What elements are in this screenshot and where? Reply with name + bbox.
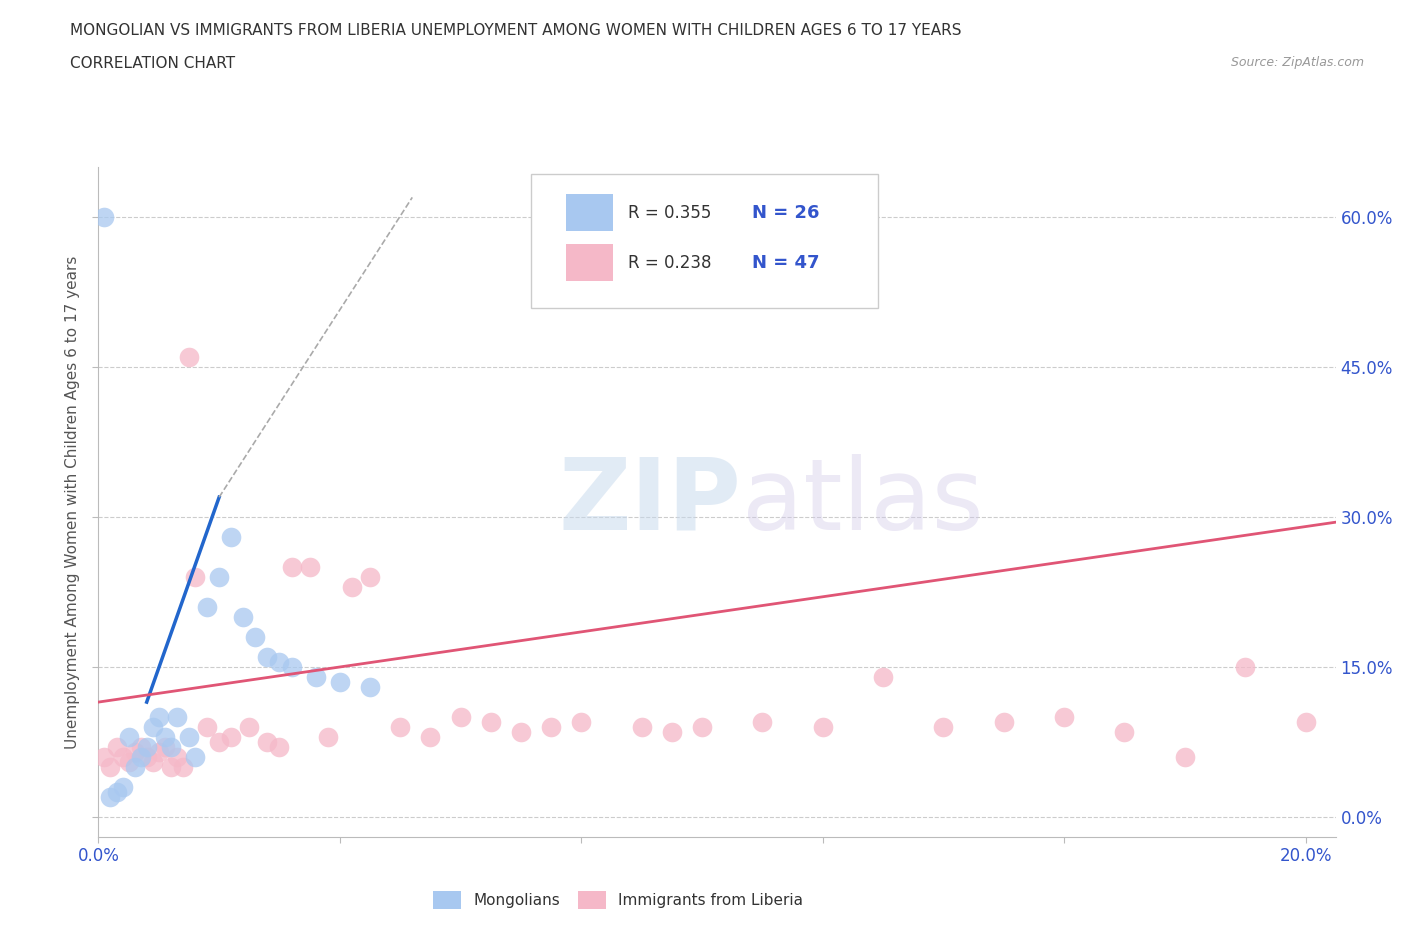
Point <box>111 779 134 794</box>
Point <box>811 720 834 735</box>
Text: atlas: atlas <box>742 454 983 551</box>
Text: MONGOLIAN VS IMMIGRANTS FROM LIBERIA UNEMPLOYMENT AMONG WOMEN WITH CHILDREN AGES: MONGOLIAN VS IMMIGRANTS FROM LIBERIA UNE… <box>70 23 962 38</box>
Point <box>450 710 472 724</box>
Point <box>219 530 242 545</box>
Point <box>105 785 128 800</box>
Point <box>1234 659 1257 674</box>
Point <box>148 710 170 724</box>
FancyBboxPatch shape <box>531 174 877 308</box>
Point <box>117 730 139 745</box>
Point <box>172 760 194 775</box>
Point <box>184 750 207 764</box>
Point <box>256 650 278 665</box>
Point <box>298 560 321 575</box>
Point <box>93 750 115 764</box>
Point <box>329 674 352 689</box>
Point <box>661 724 683 739</box>
Text: ZIP: ZIP <box>560 454 742 551</box>
Point <box>129 739 152 754</box>
Point <box>993 714 1015 729</box>
Point <box>105 739 128 754</box>
Point <box>93 210 115 225</box>
Point <box>129 750 152 764</box>
Point <box>166 750 188 764</box>
Point <box>245 630 267 644</box>
Point <box>135 750 157 764</box>
Point <box>208 570 231 585</box>
Point <box>148 745 170 760</box>
Point <box>932 720 955 735</box>
Point <box>269 739 291 754</box>
FancyBboxPatch shape <box>567 194 613 231</box>
Point <box>208 735 231 750</box>
Text: Source: ZipAtlas.com: Source: ZipAtlas.com <box>1230 56 1364 69</box>
Point <box>142 754 165 769</box>
Point <box>219 730 242 745</box>
Point <box>280 659 302 674</box>
Text: N = 47: N = 47 <box>752 254 820 272</box>
Point <box>160 760 183 775</box>
Point <box>184 570 207 585</box>
Point <box>117 754 139 769</box>
Point <box>238 720 260 735</box>
Point <box>316 730 339 745</box>
FancyBboxPatch shape <box>567 245 613 281</box>
Point <box>1174 750 1197 764</box>
Point <box>135 739 157 754</box>
Point <box>124 760 146 775</box>
Point <box>142 720 165 735</box>
Legend: Mongolians, Immigrants from Liberia: Mongolians, Immigrants from Liberia <box>426 884 810 916</box>
Point <box>195 600 218 615</box>
Point <box>540 720 562 735</box>
Text: CORRELATION CHART: CORRELATION CHART <box>70 56 235 71</box>
Point <box>630 720 652 735</box>
Point <box>256 735 278 750</box>
Text: R = 0.355: R = 0.355 <box>628 204 711 222</box>
Point <box>100 760 122 775</box>
Point <box>872 670 894 684</box>
Point <box>177 730 200 745</box>
Point <box>177 350 200 365</box>
Point <box>111 750 134 764</box>
Point <box>160 739 183 754</box>
Point <box>359 570 381 585</box>
Point <box>1295 714 1317 729</box>
Point <box>690 720 713 735</box>
Point <box>1114 724 1136 739</box>
Point <box>153 730 176 745</box>
Point <box>305 670 328 684</box>
Point <box>389 720 412 735</box>
Point <box>195 720 218 735</box>
Point <box>751 714 773 729</box>
Point <box>153 739 176 754</box>
Point <box>340 579 363 594</box>
Text: R = 0.238: R = 0.238 <box>628 254 711 272</box>
Point <box>1053 710 1076 724</box>
Point <box>166 710 188 724</box>
Point <box>232 610 254 625</box>
Point <box>100 790 122 804</box>
Point <box>419 730 441 745</box>
Point <box>280 560 302 575</box>
Point <box>569 714 592 729</box>
Point <box>269 655 291 670</box>
Point <box>509 724 531 739</box>
Text: N = 26: N = 26 <box>752 204 820 222</box>
Y-axis label: Unemployment Among Women with Children Ages 6 to 17 years: Unemployment Among Women with Children A… <box>65 256 80 749</box>
Point <box>359 680 381 695</box>
Point <box>479 714 502 729</box>
Point <box>124 745 146 760</box>
